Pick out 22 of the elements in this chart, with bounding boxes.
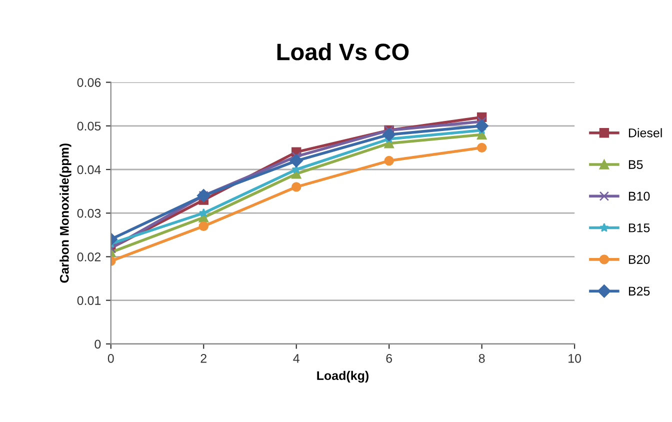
y-tick-label: 0.01 bbox=[77, 296, 101, 305]
y-tick-label: 0.03 bbox=[77, 208, 101, 218]
legend-label: B10 bbox=[628, 192, 650, 201]
y-tick-label: 0.02 bbox=[77, 252, 101, 262]
legend-label: B25 bbox=[628, 286, 650, 296]
legend-label: Diesel bbox=[628, 128, 662, 138]
y-axis-title: Carbon Monoxide(ppm) bbox=[60, 144, 72, 283]
x-axis-title: Load(kg) bbox=[317, 370, 368, 383]
x-tick-label: 10 bbox=[568, 354, 582, 363]
y-tick-label: 0 bbox=[94, 340, 101, 349]
legend-label: B15 bbox=[628, 224, 650, 232]
y-tick-label: 0.05 bbox=[77, 122, 101, 131]
chart-title: Load Vs CO bbox=[277, 42, 409, 60]
x-tick-label: 6 bbox=[386, 354, 392, 363]
x-tick-label: 2 bbox=[200, 354, 206, 363]
legend-label: B20 bbox=[628, 255, 650, 264]
x-tick-label: 0 bbox=[108, 354, 114, 363]
y-tick-label: 0.04 bbox=[77, 165, 101, 174]
legend-label: B5 bbox=[628, 160, 643, 169]
x-tick-label: 8 bbox=[478, 354, 485, 363]
y-tick-label: 0.06 bbox=[77, 78, 101, 87]
x-tick-label: 4 bbox=[293, 354, 300, 363]
